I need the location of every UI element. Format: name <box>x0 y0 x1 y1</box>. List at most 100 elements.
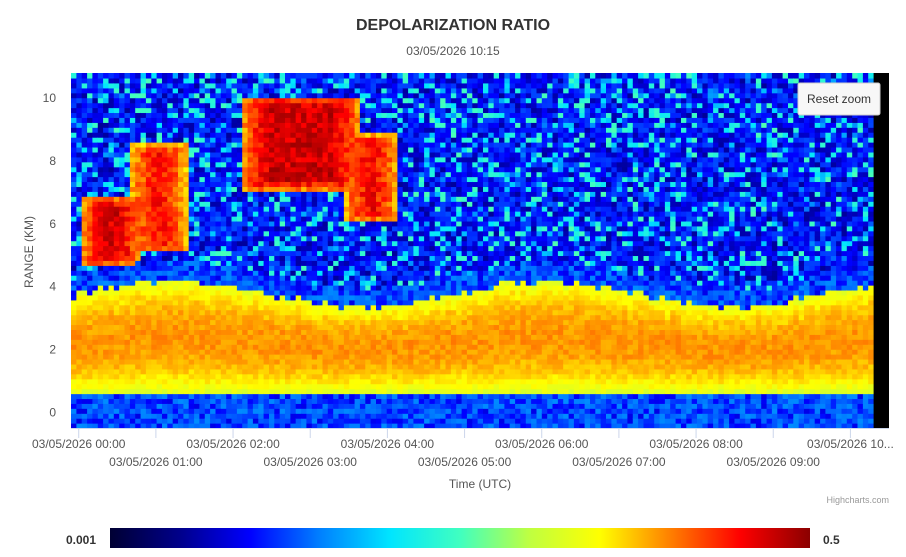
heatmap-cell <box>327 280 334 286</box>
heatmap-cell <box>295 117 302 123</box>
heatmap-cell <box>231 280 238 286</box>
heatmap-cell <box>263 127 270 133</box>
heatmap-cell <box>162 161 168 168</box>
heatmap-cell <box>338 201 345 207</box>
heatmap-cell <box>108 230 115 237</box>
heatmap-cell <box>242 206 249 212</box>
heatmap-cell <box>306 359 313 365</box>
heatmap-cell <box>135 176 142 183</box>
heatmap-cell <box>151 181 158 188</box>
heatmap-cell <box>194 196 201 202</box>
heatmap-cell <box>108 147 115 153</box>
heatmap-cell <box>440 329 447 335</box>
heatmap-cell <box>151 260 158 266</box>
heatmap-cell <box>162 408 168 414</box>
heatmap-cell <box>103 378 110 385</box>
heatmap-plot-area[interactable] <box>71 73 889 429</box>
heatmap-cell <box>71 92 77 99</box>
heatmap-cell <box>220 329 227 335</box>
heatmap-cell <box>429 359 436 365</box>
heatmap-cell <box>440 344 447 350</box>
heatmap-cell <box>140 112 147 118</box>
heatmap-cell <box>151 127 158 133</box>
heatmap-cell <box>87 201 94 207</box>
heatmap-cell <box>183 413 190 419</box>
heatmap-cell <box>145 334 152 340</box>
heatmap-cell <box>338 359 345 365</box>
heatmap-cell <box>167 156 174 163</box>
heatmap-cell <box>343 235 350 242</box>
heatmap-cell <box>199 142 206 148</box>
heatmap-cell <box>333 373 340 380</box>
heatmap-cell <box>290 240 297 247</box>
heatmap-cell <box>81 309 88 316</box>
heatmap-cell <box>274 423 281 428</box>
heatmap-cell <box>424 294 431 301</box>
heatmap-cell <box>402 344 409 350</box>
heatmap-cell <box>263 408 270 414</box>
heatmap-cell <box>129 201 136 207</box>
heatmap-cell <box>210 107 217 114</box>
heatmap-cell <box>129 373 136 380</box>
heatmap-cell <box>226 92 233 99</box>
heatmap-cell <box>183 398 190 404</box>
heatmap-cell <box>295 77 302 84</box>
heatmap-cell <box>413 403 420 409</box>
heatmap-cell <box>413 294 420 301</box>
heatmap-cell <box>440 334 447 340</box>
heatmap-cell <box>263 161 270 168</box>
heatmap-cell <box>338 324 345 331</box>
heatmap-cell <box>145 393 152 400</box>
heatmap-cell <box>359 250 366 257</box>
heatmap-cell <box>145 117 152 123</box>
heatmap-cell <box>156 122 163 128</box>
heatmap-cell <box>386 418 393 424</box>
heatmap-cell <box>242 359 249 365</box>
heatmap-cell <box>215 127 222 133</box>
heatmap-cell <box>274 97 281 104</box>
heatmap-cell <box>311 166 318 173</box>
heatmap-cell <box>140 339 147 345</box>
heatmap-cell <box>285 112 291 118</box>
heatmap-cell <box>81 151 88 158</box>
heatmap-cell <box>317 423 324 428</box>
heatmap-cell <box>113 270 120 276</box>
heatmap-cell <box>338 289 345 296</box>
heatmap-cell <box>386 344 393 350</box>
heatmap-cell <box>135 334 142 340</box>
heatmap-cell <box>140 368 147 375</box>
heatmap-cell <box>129 220 136 227</box>
heatmap-cell <box>199 344 206 350</box>
heatmap-cell <box>236 127 243 133</box>
heatmap-cell <box>210 142 217 148</box>
heatmap-cell <box>87 127 94 133</box>
heatmap-cell <box>97 220 104 227</box>
heatmap-cell <box>306 186 313 192</box>
heatmap-cell <box>279 201 286 207</box>
heatmap-cell <box>188 92 195 99</box>
heatmap-cell <box>87 388 94 395</box>
heatmap-cell <box>103 398 110 404</box>
heatmap-cell <box>402 334 409 340</box>
heatmap-cell <box>103 82 110 89</box>
heatmap-cell <box>354 216 361 222</box>
heatmap-cell <box>295 201 302 207</box>
heatmap-cell <box>135 275 142 281</box>
heatmap-cell <box>183 294 190 301</box>
heatmap-cell <box>183 373 190 380</box>
heatmap-cell <box>322 196 329 202</box>
heatmap-cell <box>129 314 136 321</box>
heatmap-cell <box>183 102 190 109</box>
heatmap-cell <box>108 132 115 138</box>
heatmap-cell <box>194 304 201 311</box>
heatmap-cell <box>242 230 249 237</box>
heatmap-cell <box>359 117 366 123</box>
heatmap-cell <box>381 299 388 306</box>
heatmap-cell <box>76 289 83 296</box>
heatmap-cell <box>76 176 83 183</box>
heatmap-cell <box>194 260 201 266</box>
heatmap-cell <box>263 329 270 335</box>
heatmap-cell <box>242 270 249 276</box>
heatmap-cell <box>365 161 372 168</box>
heatmap-cell <box>119 225 126 232</box>
